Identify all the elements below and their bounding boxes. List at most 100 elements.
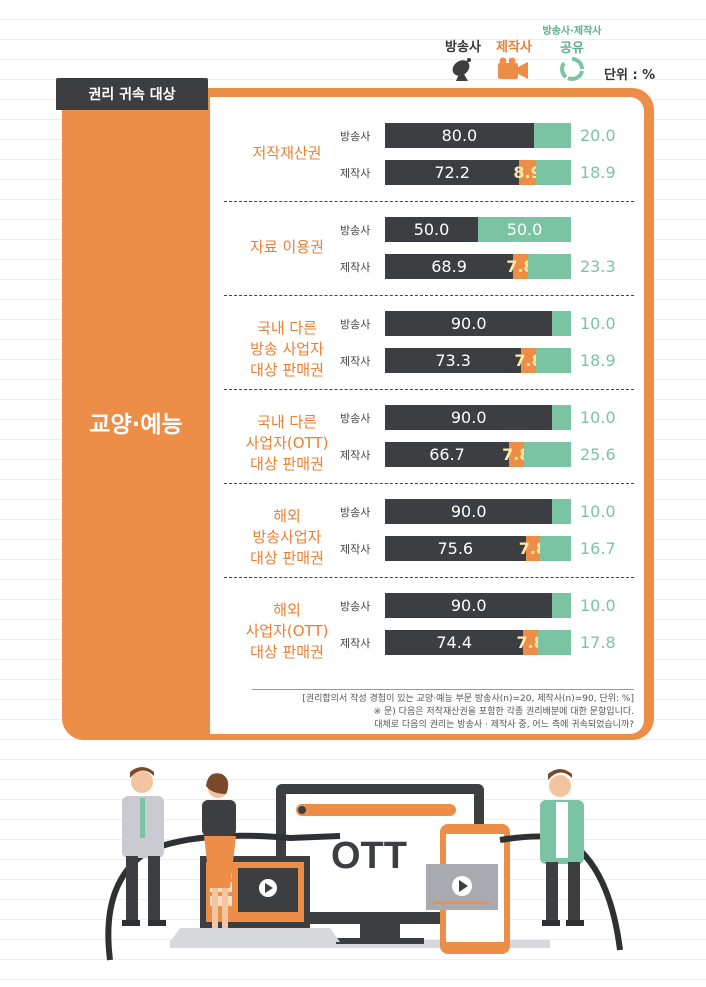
bar-shared xyxy=(552,593,571,618)
side-category-label: 교양·예능 xyxy=(62,110,210,734)
row-label: 제작사 xyxy=(340,449,371,462)
value-label-shared: 10.0 xyxy=(580,408,616,427)
group-divider xyxy=(224,577,634,578)
category-label-line: 방송 사업자 xyxy=(250,339,324,358)
value-label-broadcaster: 68.9 xyxy=(431,257,467,276)
category-label-line: 해외 xyxy=(273,600,301,619)
category-label-line: 국내 다른 xyxy=(257,412,317,431)
legend-shared-top-label: 방송사·제작사 xyxy=(542,26,602,37)
bar-producer xyxy=(513,254,528,279)
bar-shared xyxy=(535,160,571,185)
row-label: 제작사 xyxy=(340,167,371,180)
value-label-shared: 18.9 xyxy=(580,163,616,182)
bar-shared xyxy=(552,311,571,336)
value-label-producer: 7.8 xyxy=(502,445,531,464)
note-sample: [권리합의서 작성 경험이 있는 교양·예능 부문 방송사(n)=20, 제작사… xyxy=(302,694,634,704)
bar-shared xyxy=(535,348,571,373)
value-label-shared: 10.0 xyxy=(580,596,616,615)
legend-shared-bottom-label: 공유 xyxy=(560,41,584,56)
value-label-broadcaster: 73.3 xyxy=(435,351,471,370)
bar-broadcaster xyxy=(385,311,553,336)
category-label: 자료 이용권 xyxy=(222,237,352,258)
value-label-producer: 7.8 xyxy=(506,257,535,276)
bar-shared xyxy=(537,630,571,655)
note-question-2: 대체로 다음의 권리는 방송사 · 제작사 중, 어느 측에 귀속되었습니까? xyxy=(374,720,634,730)
notes-divider xyxy=(252,689,634,690)
value-label-producer: 7.8 xyxy=(516,633,545,652)
value-label-broadcaster: 90.0 xyxy=(450,314,487,333)
value-label-shared: 20.0 xyxy=(580,126,616,145)
category-label-line: 사업자(OTT) xyxy=(245,433,329,452)
value-label-shared: 23.3 xyxy=(580,257,616,276)
category-label-line: 국내 다른 xyxy=(257,318,317,337)
value-label-producer: 7.8 xyxy=(514,351,543,370)
video-camera-icon xyxy=(496,57,530,81)
note-question-1: ※ 문) 다음은 저작재산권을 포함한 각종 권리배분에 대한 문항입니다. xyxy=(373,707,634,717)
value-label-shared: 10.0 xyxy=(580,314,616,333)
bar-shared xyxy=(533,123,571,148)
bar-broadcaster xyxy=(385,254,514,279)
value-label-broadcaster: 75.6 xyxy=(437,539,474,558)
row-label: 방송사 xyxy=(340,224,371,237)
tab-title: 권리 귀속 대상 xyxy=(56,78,208,110)
monitor-ott-text: OTT xyxy=(331,835,407,877)
tug-of-war-illustration: OTT xyxy=(90,760,650,975)
row-label: 제작사 xyxy=(340,355,371,368)
category-label: 저작재산권 xyxy=(222,143,352,164)
category-label-line: 대상 판매권 xyxy=(250,454,324,473)
bar-shared xyxy=(478,217,571,242)
category-label: 해외 방송사업자 대상 판매권 xyxy=(222,506,352,569)
bar-producer xyxy=(519,160,536,185)
value-label-broadcaster: 74.4 xyxy=(436,633,472,652)
row-label: 방송사 xyxy=(340,600,371,613)
satellite-dish-icon xyxy=(448,55,476,83)
bar-broadcaster xyxy=(385,217,478,242)
row-label: 방송사 xyxy=(340,130,371,143)
row-label: 제작사 xyxy=(340,261,371,274)
row-label: 제작사 xyxy=(340,543,371,556)
category-label-line: 대상 판매권 xyxy=(250,360,324,379)
category-label-line: 해외 xyxy=(273,506,301,525)
bar-broadcaster xyxy=(385,348,522,373)
row-label: 방송사 xyxy=(340,506,371,519)
bar-shared xyxy=(527,254,571,279)
category-label-line: 대상 판매권 xyxy=(250,642,324,661)
group-divider xyxy=(224,483,634,484)
value-label-broadcaster: 50.0 xyxy=(413,220,450,239)
row-label: 방송사 xyxy=(340,318,371,331)
category-label-line: 사업자(OTT) xyxy=(245,621,329,640)
value-label-shared: 10.0 xyxy=(580,502,616,521)
value-label-shared: 25.6 xyxy=(580,445,616,464)
value-label-producer: 7.8 xyxy=(518,539,548,558)
value-label-broadcaster: 72.2 xyxy=(434,163,470,182)
bar-shared xyxy=(552,499,571,524)
value-label-shared: 50.0 xyxy=(506,220,543,239)
unit-label: 단위 : % xyxy=(604,68,656,83)
value-label-broadcaster: 90.0 xyxy=(450,502,487,521)
category-label-line: 자료 이용권 xyxy=(250,237,324,256)
bar-shared xyxy=(552,405,571,430)
bar-broadcaster xyxy=(385,593,553,618)
bar-broadcaster xyxy=(385,499,553,524)
bar-producer xyxy=(525,536,541,561)
bar-producer xyxy=(509,442,524,467)
row-label: 제작사 xyxy=(340,637,371,650)
value-label-shared: 18.9 xyxy=(580,351,616,370)
recycle-circle-icon xyxy=(559,56,585,82)
value-label-broadcaster: 66.7 xyxy=(429,445,465,464)
bar-broadcaster xyxy=(385,630,524,655)
legend-producer-label: 제작사 xyxy=(496,40,532,55)
row-label: 방송사 xyxy=(340,412,371,425)
bar-broadcaster xyxy=(385,160,520,185)
bar-broadcaster xyxy=(385,123,534,148)
bar-broadcaster xyxy=(385,405,553,430)
bar-shared xyxy=(540,536,572,561)
value-label-producer: 8.9 xyxy=(513,163,542,182)
group-divider xyxy=(224,389,634,390)
value-label-broadcaster: 90.0 xyxy=(450,408,487,427)
value-label-shared: 17.8 xyxy=(580,633,616,652)
legend-broadcaster-label: 방송사 xyxy=(445,40,481,55)
